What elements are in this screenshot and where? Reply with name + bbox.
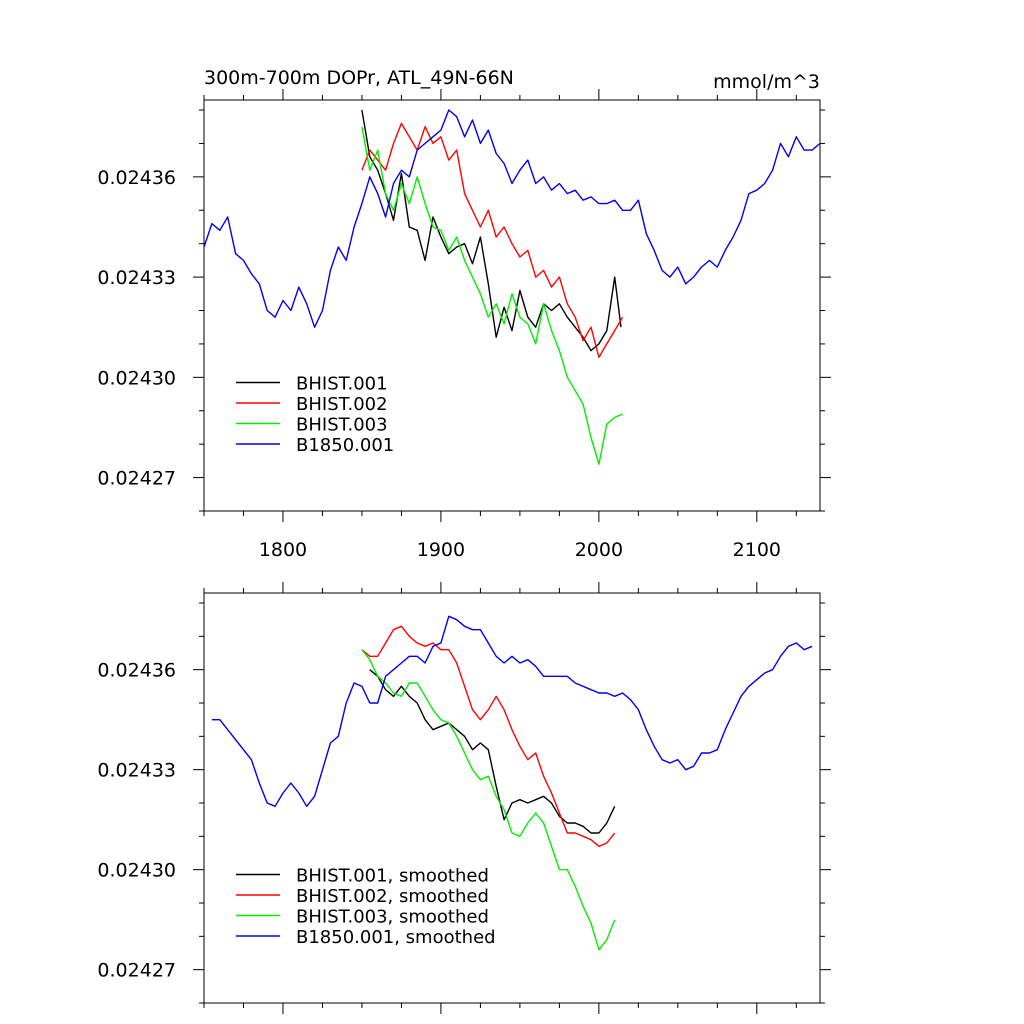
legend-label: B1850.001, smoothed xyxy=(296,927,496,948)
y-tick-label: 0.02430 xyxy=(97,367,176,389)
x-tick-label: 2100 xyxy=(733,539,781,561)
legend-label: BHIST.001 xyxy=(296,374,388,395)
series-line xyxy=(361,122,624,358)
series-line xyxy=(369,669,616,834)
y-tick-label: 0.02433 xyxy=(97,267,176,289)
legend-label: BHIST.002, smoothed xyxy=(296,886,489,907)
top-panel: 300m-700m DOPr, ATL_49N-66N mmol/m^3 180… xyxy=(97,67,831,561)
legend-label: B1850.001 xyxy=(296,435,394,456)
chart-title: 300m-700m DOPr, ATL_49N-66N xyxy=(204,67,514,89)
plot-frame xyxy=(203,99,821,512)
units-label: mmol/m^3 xyxy=(713,71,820,93)
y-tick-label: 0.02436 xyxy=(97,167,176,189)
y-tick-label: 0.02436 xyxy=(97,660,176,682)
series-line xyxy=(361,625,616,847)
x-tick-label: 1900 xyxy=(417,539,465,561)
x-tick-label: 1800 xyxy=(259,539,307,561)
y-tick-label: 0.02427 xyxy=(97,468,176,490)
series-line xyxy=(211,615,813,807)
series-line xyxy=(361,649,616,951)
legend-label: BHIST.001, smoothed xyxy=(296,866,489,887)
y-tick-label: 0.02427 xyxy=(97,960,176,982)
legend-label: BHIST.003 xyxy=(296,415,388,436)
legend-label: BHIST.003, smoothed xyxy=(296,907,489,928)
series-line xyxy=(203,109,821,328)
y-tick-label: 0.02433 xyxy=(97,760,176,782)
bottom-panel: 0.02427 0.02430 0.02433 0.02436 BHIST.001, s… xyxy=(97,582,831,1014)
series-line xyxy=(361,126,623,465)
plot-frame xyxy=(203,592,821,1004)
series-line xyxy=(361,109,622,352)
y-tick-label: 0.02430 xyxy=(97,860,176,882)
legend-label: BHIST.002 xyxy=(296,394,388,415)
x-tick-label: 2000 xyxy=(575,539,623,561)
